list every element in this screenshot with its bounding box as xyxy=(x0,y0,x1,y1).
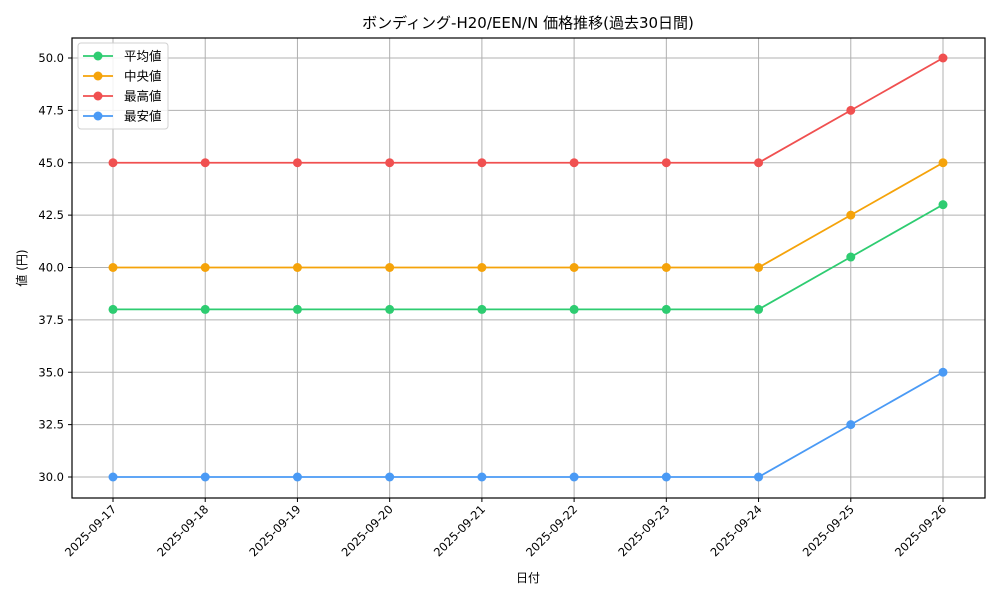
data-point xyxy=(200,304,210,314)
series-3 xyxy=(108,367,948,482)
y-tick-label: 47.5 xyxy=(38,103,64,117)
data-point xyxy=(200,472,210,482)
x-tick-label: 2025-09-22 xyxy=(523,502,580,559)
y-tick-label: 42.5 xyxy=(38,208,64,222)
data-point xyxy=(477,304,487,314)
data-point xyxy=(846,105,856,115)
x-tick-label: 2025-09-24 xyxy=(708,502,765,559)
data-point xyxy=(661,158,671,168)
legend-label: 最高値 xyxy=(124,89,162,104)
data-point xyxy=(938,367,948,377)
data-point xyxy=(200,158,210,168)
data-point xyxy=(569,263,579,272)
data-point xyxy=(292,263,302,272)
y-tick-label: 50.0 xyxy=(38,51,64,65)
x-tick-label: 2025-09-17 xyxy=(62,502,119,559)
x-axis-label: 日付 xyxy=(516,571,540,585)
data-point xyxy=(385,472,395,482)
series-0 xyxy=(108,200,948,314)
y-tick-label: 30.0 xyxy=(38,470,64,484)
data-point xyxy=(569,472,579,482)
series-line xyxy=(113,57,944,164)
series-1 xyxy=(108,158,948,272)
series-lines xyxy=(108,53,948,482)
legend-marker-icon xyxy=(93,111,103,121)
y-tick-label: 37.5 xyxy=(38,313,64,327)
data-point xyxy=(385,158,395,168)
data-point xyxy=(108,472,118,482)
legend-item: 最安値 xyxy=(83,109,162,124)
legend-label: 最安値 xyxy=(124,109,162,124)
data-point xyxy=(292,304,302,314)
data-point xyxy=(938,158,948,168)
data-point xyxy=(846,420,856,430)
data-point xyxy=(661,263,671,272)
y-tick-label: 40.0 xyxy=(38,261,64,275)
data-point xyxy=(938,53,948,63)
data-point xyxy=(569,158,579,168)
data-point xyxy=(477,472,487,482)
x-tick-label: 2025-09-18 xyxy=(154,502,211,559)
series-2 xyxy=(108,53,948,168)
data-point xyxy=(661,304,671,314)
data-point xyxy=(846,210,856,220)
legend-marker-icon xyxy=(93,91,103,101)
data-point xyxy=(846,252,856,262)
data-point xyxy=(108,304,118,314)
data-point xyxy=(292,472,302,482)
legend-marker-icon xyxy=(93,51,103,61)
chart-title: ボンディング-H20/EEN/N 価格推移(過去30日間) xyxy=(362,14,694,32)
x-tick-label: 2025-09-23 xyxy=(615,502,672,559)
x-axis: 2025-09-17 2025-09-18 2025-09-19 2025-09-20… xyxy=(62,498,949,559)
data-point xyxy=(385,304,395,314)
x-tick-label: 2025-09-25 xyxy=(800,502,857,559)
x-tick-label: 2025-09-20 xyxy=(339,502,396,559)
data-point xyxy=(108,263,118,272)
y-axis-label: 値 (円) xyxy=(14,249,29,286)
y-tick-label: 35.0 xyxy=(38,365,64,379)
y-tick-label: 32.5 xyxy=(38,418,64,432)
data-point xyxy=(754,158,764,168)
data-point xyxy=(292,158,302,168)
series-line xyxy=(113,161,944,269)
data-point xyxy=(661,472,671,482)
data-point xyxy=(108,158,118,168)
data-point xyxy=(754,304,764,314)
legend-item: 平均値 xyxy=(83,49,162,64)
y-tick-label: 45.0 xyxy=(38,156,64,170)
series-line xyxy=(113,203,944,311)
x-tick-label: 2025-09-19 xyxy=(246,502,303,559)
x-tick-label: 2025-09-26 xyxy=(892,502,949,559)
legend-label: 中央値 xyxy=(124,69,162,84)
data-point xyxy=(477,158,487,168)
data-point xyxy=(477,263,487,272)
data-point xyxy=(754,472,764,482)
legend-box xyxy=(77,42,169,130)
legend-item: 最高値 xyxy=(83,89,162,104)
legend-label: 平均値 xyxy=(124,49,162,64)
legend-marker-icon xyxy=(93,71,103,81)
data-point xyxy=(754,263,764,272)
y-axis: 30.0 32.5 35.0 37.5 40.0 42.5 45.0 47.5 50.0 xyxy=(38,51,72,484)
data-point xyxy=(938,200,948,210)
series-line xyxy=(113,371,944,478)
legend-item: 中央値 xyxy=(83,69,162,84)
data-point xyxy=(385,263,395,272)
data-point xyxy=(200,263,210,272)
data-point xyxy=(569,304,579,314)
x-tick-label: 2025-09-21 xyxy=(431,502,488,559)
